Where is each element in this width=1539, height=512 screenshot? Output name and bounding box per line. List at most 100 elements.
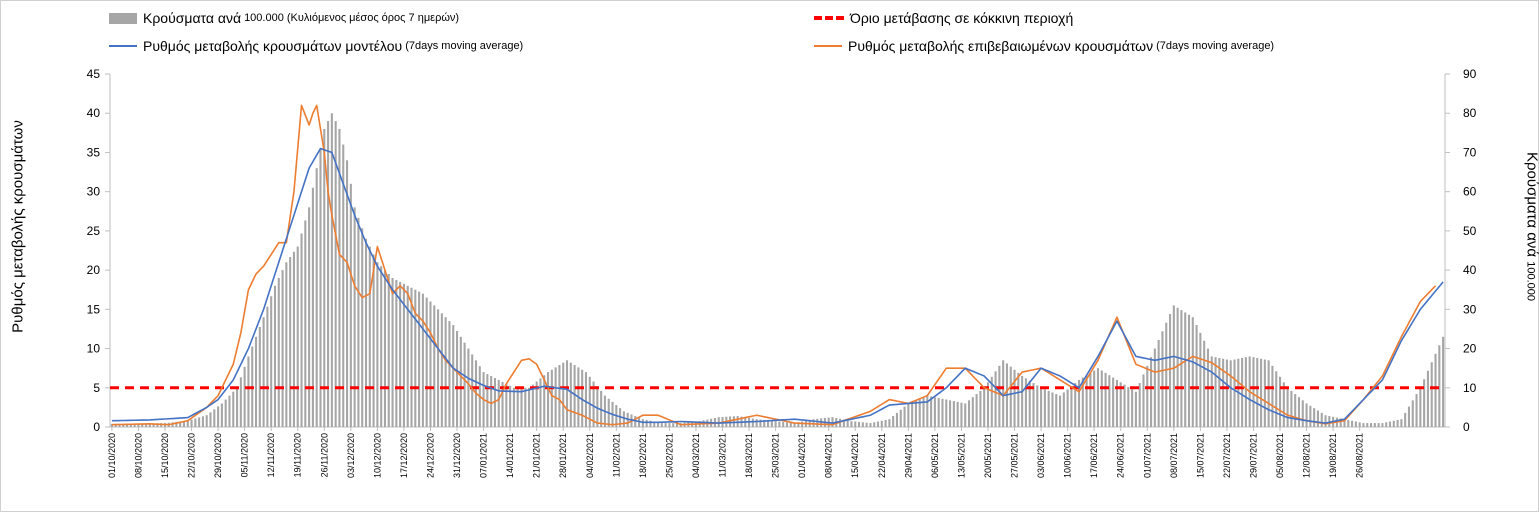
- bar: [361, 228, 364, 427]
- y-left-tick-label: 25: [87, 224, 101, 238]
- bar: [156, 423, 159, 427]
- x-tick-label: 22/10/2020: [187, 433, 197, 478]
- bar: [880, 420, 883, 427]
- bar: [1426, 370, 1429, 427]
- bar: [281, 270, 284, 427]
- bar: [994, 371, 997, 427]
- x-tick-label: 22/07/2021: [1222, 433, 1232, 478]
- bar: [1438, 345, 1441, 427]
- x-tick-label: 24/06/2021: [1116, 433, 1126, 478]
- legend-confirmed: Ρυθμός μεταβολής επιβεβαιωμένων κρουσμάτ…: [814, 38, 1274, 54]
- bar: [1108, 375, 1111, 427]
- bar: [1123, 384, 1126, 427]
- bar: [1002, 360, 1005, 427]
- bar: [596, 386, 599, 427]
- x-tick-label: 21/01/2021: [532, 433, 542, 478]
- bar: [528, 387, 531, 427]
- bar: [971, 397, 974, 427]
- bar: [1263, 359, 1266, 427]
- bar: [914, 400, 917, 427]
- confirmed-series-line: [111, 104, 1437, 426]
- bar: [323, 128, 326, 427]
- bar: [1370, 423, 1373, 427]
- bar: [1343, 419, 1346, 427]
- bar: [270, 296, 273, 427]
- bar: [444, 317, 447, 427]
- bar: [876, 421, 880, 427]
- bar: [717, 417, 720, 427]
- y-right-tick-label: 40: [1463, 263, 1477, 277]
- bar: [1388, 421, 1392, 427]
- bar: [672, 423, 675, 427]
- bar: [152, 423, 155, 427]
- bar: [869, 423, 872, 427]
- bar: [1017, 372, 1020, 427]
- bar: [1127, 386, 1130, 427]
- bar: [1351, 420, 1354, 427]
- x-tick-label: 29/04/2021: [903, 433, 913, 478]
- bar: [1104, 372, 1107, 427]
- y-left-tick-label: 10: [87, 342, 101, 356]
- bar: [1081, 377, 1084, 427]
- bar: [1043, 389, 1046, 427]
- x-tick-label: 31/12/2020: [452, 433, 462, 478]
- bar: [1286, 387, 1289, 427]
- bar: [1275, 371, 1278, 427]
- legend-confirmed-label-small: (7days moving average): [1156, 40, 1275, 52]
- x-tick-label: 05/08/2021: [1275, 433, 1285, 478]
- bar: [975, 394, 978, 427]
- bar: [846, 420, 849, 427]
- bar: [1225, 359, 1228, 427]
- bar: [490, 376, 493, 427]
- bar: [1260, 358, 1263, 427]
- bar: [1347, 419, 1350, 427]
- bar: [213, 409, 216, 427]
- bar: [858, 421, 861, 427]
- bar: [1009, 366, 1012, 427]
- bar: [327, 121, 330, 427]
- bar: [493, 377, 496, 427]
- bar: [254, 336, 258, 427]
- bar: [292, 251, 295, 427]
- bar: [497, 379, 500, 427]
- x-tick-label: 25/02/2021: [664, 433, 674, 478]
- bar: [622, 411, 625, 427]
- bar: [1434, 353, 1437, 427]
- bar: [425, 297, 428, 427]
- bar: [1229, 360, 1232, 427]
- bar: [471, 354, 474, 427]
- bar: [194, 418, 197, 427]
- bar: [907, 403, 910, 427]
- bar: [1024, 378, 1027, 427]
- x-tick-label: 10/12/2020: [372, 433, 382, 478]
- bar: [1040, 387, 1043, 427]
- bar: [1131, 389, 1134, 427]
- bar: [550, 369, 553, 427]
- bar: [945, 399, 948, 427]
- bar: [888, 419, 891, 427]
- bar: [1013, 369, 1016, 427]
- bar: [1282, 382, 1285, 427]
- bar: [357, 217, 360, 427]
- bar: [573, 365, 576, 427]
- x-tick-label: 07/01/2021: [479, 433, 489, 478]
- bar: [1165, 322, 1168, 427]
- bar: [1294, 394, 1297, 427]
- bar: [1180, 310, 1183, 427]
- bar: [399, 281, 402, 427]
- bar: [1062, 392, 1065, 427]
- bar: [512, 387, 515, 427]
- bar: [763, 419, 766, 427]
- x-tick-label: 11/03/2021: [718, 433, 728, 477]
- bar: [854, 421, 857, 427]
- bar: [918, 398, 921, 427]
- bar: [198, 417, 201, 427]
- bar: [1241, 357, 1244, 427]
- bar: [1157, 339, 1160, 427]
- bar: [1070, 386, 1073, 427]
- bar: [1407, 406, 1411, 427]
- bar: [831, 417, 834, 427]
- bar: [793, 423, 796, 427]
- bar: [201, 416, 204, 427]
